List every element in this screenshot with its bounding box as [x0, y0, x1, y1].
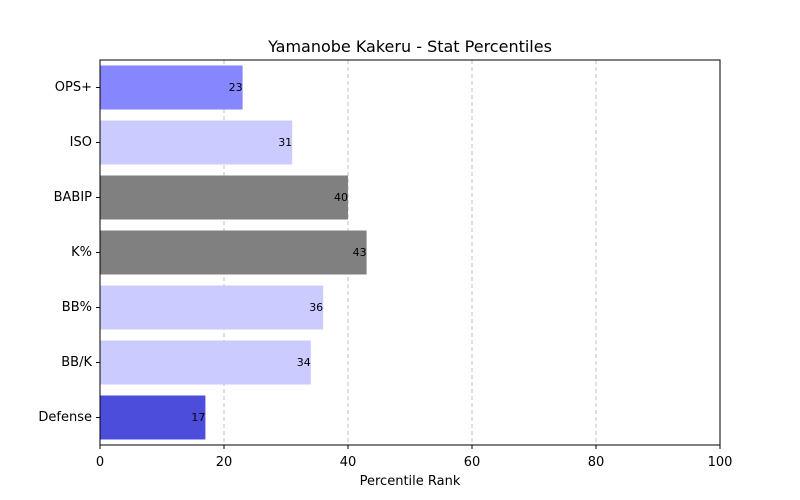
data-label-layer: 23 31 40 43 36 34 17	[191, 81, 366, 424]
bar	[100, 230, 367, 275]
x-tick-label: 40	[340, 455, 357, 470]
bar	[100, 340, 311, 385]
bar-value-label: 40	[334, 191, 348, 204]
y-tick-label: Defense	[38, 410, 92, 425]
x-tick-label: 0	[96, 455, 104, 470]
x-axis-label: Percentile Rank	[360, 474, 461, 489]
bar	[100, 395, 206, 440]
y-tick-label: BB/K	[61, 355, 92, 370]
bar-value-label: 17	[191, 411, 205, 424]
y-tick-label: BABIP	[54, 190, 93, 205]
y-tick-label: OPS+	[55, 80, 92, 95]
bar	[100, 175, 348, 220]
bar-layer	[100, 65, 367, 440]
x-tick-label: 60	[464, 455, 481, 470]
chart-title: Yamanobe Kakeru - Stat Percentiles	[267, 37, 552, 56]
x-tick-label: 20	[216, 455, 233, 470]
bar-value-label: 43	[353, 246, 367, 259]
bar	[100, 120, 293, 165]
x-axis-ticks: 0 20 40 60 80 100	[96, 445, 733, 470]
bar	[100, 65, 243, 110]
bar-value-label: 31	[278, 136, 292, 149]
bar-value-label: 34	[297, 356, 311, 369]
x-tick-label: 80	[588, 455, 605, 470]
y-axis-ticks: OPS+ ISO BABIP K% BB% BB/K Defense	[38, 80, 100, 425]
bar-value-label: 23	[229, 81, 243, 94]
y-tick-label: ISO	[70, 135, 92, 150]
x-tick-label: 100	[708, 455, 733, 470]
bar	[100, 285, 324, 330]
y-tick-label: BB%	[62, 300, 92, 315]
bar-value-label: 36	[309, 301, 323, 314]
y-tick-label: K%	[71, 245, 92, 260]
